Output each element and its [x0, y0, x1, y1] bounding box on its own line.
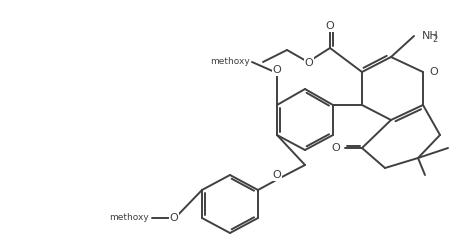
Text: O: O — [304, 58, 313, 68]
Text: NH: NH — [422, 31, 439, 41]
Text: methoxy: methoxy — [109, 213, 149, 223]
Text: 2: 2 — [432, 35, 437, 44]
Text: O: O — [273, 65, 281, 75]
Text: O: O — [429, 67, 438, 77]
Text: methoxy: methoxy — [210, 57, 250, 67]
Text: O: O — [326, 21, 334, 31]
Text: O: O — [273, 170, 281, 180]
Text: O: O — [169, 213, 178, 223]
Text: O: O — [331, 143, 340, 153]
